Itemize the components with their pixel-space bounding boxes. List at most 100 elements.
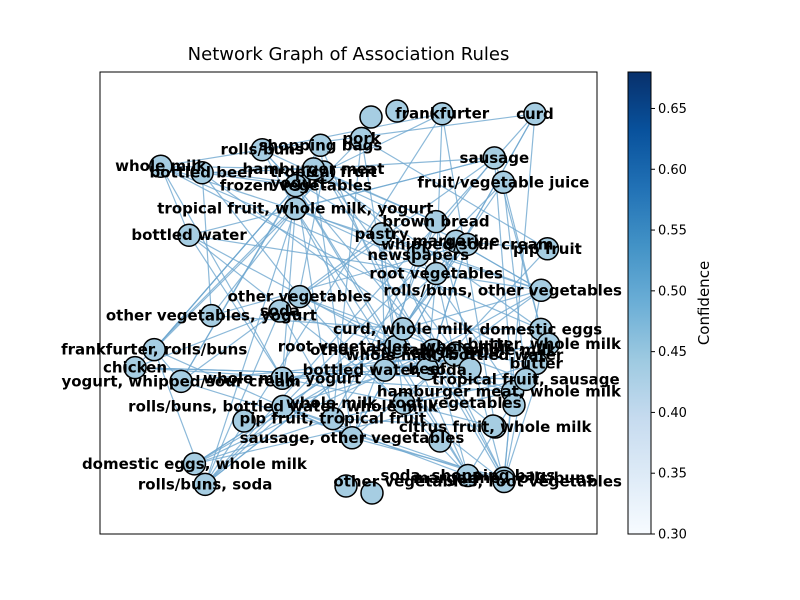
node-label: curd [516, 105, 554, 123]
edge [313, 168, 437, 223]
node-label: tropical fruit, whole milk, yogurt [157, 200, 433, 218]
graph-node [481, 414, 505, 438]
graph-node [458, 357, 482, 381]
edge [332, 378, 526, 420]
graph-node [535, 237, 560, 261]
edge [281, 171, 325, 379]
edge [211, 314, 403, 330]
graph-node [491, 170, 516, 195]
node-label: domestic eggs, whole milk [82, 455, 308, 473]
edge [332, 138, 363, 419]
edge [295, 207, 419, 256]
node-label: pastry [355, 225, 409, 243]
node-label: bottled water [131, 226, 247, 244]
node-label: whole milk, yogurt [203, 369, 361, 387]
graph-node [340, 426, 364, 450]
graph-node [271, 394, 295, 419]
graph-node [372, 358, 397, 382]
colorbar-tick-label: 0.40 [658, 406, 687, 421]
graph-node [284, 173, 308, 198]
graph-node [182, 452, 207, 476]
edge [455, 289, 542, 354]
graph-node [250, 137, 275, 162]
node-label: whole milk, root vegetables [286, 394, 522, 412]
colorbar-tick-label: 0.55 [658, 224, 687, 239]
edge [432, 349, 505, 479]
edge [298, 182, 382, 235]
edge [204, 243, 468, 485]
node-label: other vegetables, whole milk [310, 341, 557, 359]
graph-node [149, 154, 173, 178]
graph-node [502, 393, 526, 417]
node-label: domestic eggs [479, 320, 602, 338]
node-label: root vegetables, whole milk [278, 338, 515, 356]
graph-node [308, 133, 333, 158]
edge [194, 418, 334, 465]
node-label: citrus fruit [411, 344, 501, 362]
node-label: pork [342, 130, 381, 148]
edge [319, 145, 469, 476]
node-label: rolls/buns, bottled water, whole milk [128, 397, 439, 415]
node-label: bottled beer [150, 164, 256, 182]
node-label: soda, shopping bags [381, 467, 556, 485]
node-label: yogurt, whipped/sour cream [61, 372, 300, 390]
graph-node [529, 278, 553, 303]
node-label: tropical fruit, sausage [432, 370, 620, 388]
edge [295, 157, 495, 210]
colorbar-tick-label: 0.30 [658, 528, 687, 543]
graph-node [268, 299, 292, 323]
graph-node [177, 223, 201, 247]
edge [181, 354, 455, 382]
node-label: other vegetables [228, 288, 372, 306]
edge [361, 137, 548, 250]
edge [153, 182, 300, 351]
edge [262, 113, 536, 151]
graph-node [321, 406, 345, 431]
node-label: sausage [460, 149, 530, 167]
graph-node [193, 472, 217, 497]
node-label: butter [510, 354, 564, 372]
edge [313, 157, 495, 170]
graph-node [406, 243, 431, 267]
edge [204, 328, 404, 485]
edge [432, 244, 468, 351]
edge [204, 113, 536, 485]
graph-node [430, 101, 454, 126]
chart-title: Network Graph of Association Rules [187, 44, 510, 65]
edge [282, 405, 469, 477]
graph-node [369, 222, 394, 246]
edge [441, 113, 496, 428]
node-label: fruit/vegetable juice [417, 173, 589, 191]
edge [202, 172, 296, 187]
edge [201, 172, 213, 316]
graph-node [169, 369, 193, 394]
node-label: hamburger meat [243, 160, 385, 178]
edge [403, 402, 496, 428]
node-label: bottled water, soda [303, 361, 467, 379]
edge [160, 165, 299, 184]
graph-node [301, 157, 326, 181]
node-label: rolls/buns [221, 141, 304, 159]
edge [160, 165, 542, 291]
node-label: sausage, other vegetables [240, 429, 465, 447]
node-label: rolls/buns, other vegetables [384, 281, 622, 299]
graph-node [523, 102, 547, 126]
edge [502, 182, 527, 380]
node-label: rolls/buns, soda [138, 475, 272, 493]
edge [160, 165, 314, 170]
colorbar-tick-label: 0.50 [658, 284, 687, 299]
edge [502, 182, 542, 330]
graph-node [536, 332, 561, 356]
label-layer: chicken rolls/buns margarine soda whipped/so… [61, 105, 622, 494]
edge [332, 417, 496, 428]
edge [180, 185, 297, 382]
edge [435, 113, 443, 274]
node-label: other vegetables, root vegetables [333, 473, 622, 491]
edge [188, 234, 283, 379]
edge [204, 310, 281, 485]
node-label: pip fruit [513, 240, 582, 258]
node-label: yogurt [271, 174, 327, 192]
node-label: chicken [103, 359, 167, 377]
graph-node [385, 99, 409, 123]
